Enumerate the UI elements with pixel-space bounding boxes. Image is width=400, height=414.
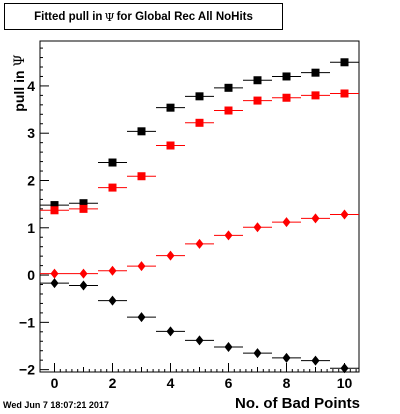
data-point-square — [282, 72, 291, 81]
data-point-square — [50, 201, 59, 210]
timestamp: Wed Jun 7 18:07:21 2017 — [3, 400, 109, 410]
x-tick-label: 6 — [225, 375, 233, 391]
data-point-square — [253, 76, 262, 85]
data-point-diamond — [79, 280, 88, 291]
chart-title-prefix: Fitted pull in — [34, 10, 103, 23]
data-point-square — [195, 118, 204, 127]
x-tick-label: 2 — [109, 375, 117, 391]
x-tick-label: 0 — [51, 375, 59, 391]
data-point-diamond — [137, 261, 146, 272]
y-tick-label: 0 — [27, 267, 35, 283]
y-tick-label: −1 — [19, 314, 35, 330]
y-tick-label: 4 — [27, 78, 35, 94]
plot-frame — [39, 40, 360, 373]
data-point-diamond — [195, 335, 204, 346]
data-point-square — [137, 127, 146, 136]
data-point-square — [253, 96, 262, 105]
data-point-diamond — [166, 250, 175, 261]
data-point-square — [79, 204, 88, 213]
data-point-square — [224, 106, 233, 115]
data-point-diamond — [311, 355, 320, 366]
data-point-square — [79, 199, 88, 208]
data-point-square — [195, 92, 204, 101]
data-point-diamond — [166, 326, 175, 337]
x-axis-label: No. of Bad Points — [235, 395, 360, 412]
data-point-square — [108, 158, 117, 167]
data-point-diamond — [340, 363, 349, 374]
y-tick-label: 1 — [27, 220, 35, 236]
y-tick-label: 3 — [27, 125, 35, 141]
data-point-square — [166, 141, 175, 150]
y-tick-label: 2 — [27, 172, 35, 188]
data-point-square — [166, 103, 175, 112]
data-point-square — [311, 91, 320, 100]
data-point-diamond — [311, 213, 320, 224]
data-point-diamond — [340, 209, 349, 220]
data-point-square — [340, 89, 349, 98]
x-tick-label: 8 — [283, 375, 291, 391]
data-point-square — [50, 206, 59, 215]
data-point-diamond — [195, 238, 204, 249]
chart-title-symbol: Ψ — [104, 9, 115, 24]
y-axis-label-text: pull in — [11, 70, 27, 112]
data-point-diamond — [282, 352, 291, 363]
x-tick-label: 4 — [167, 375, 175, 391]
data-point-diamond — [79, 268, 88, 279]
data-point-diamond — [50, 278, 59, 289]
data-point-square — [340, 58, 349, 67]
y-tick-label: −2 — [19, 362, 35, 378]
data-point-square — [282, 93, 291, 102]
data-point-diamond — [282, 217, 291, 228]
data-point-diamond — [253, 222, 262, 233]
y-axis-label-symbol: Ψ — [12, 54, 28, 67]
chart-title-suffix: for Global Rec All NoHits — [116, 10, 253, 23]
chart-title: Fitted pull in Ψ for Global Rec All NoHi… — [4, 3, 283, 30]
data-point-diamond — [137, 312, 146, 323]
data-point-square — [224, 83, 233, 92]
data-point-diamond — [224, 230, 233, 241]
x-tick-label: 10 — [337, 375, 353, 391]
data-point-diamond — [108, 265, 117, 276]
data-point-square — [311, 68, 320, 77]
data-point-square — [137, 172, 146, 181]
data-point-square — [108, 183, 117, 192]
data-point-diamond — [50, 268, 59, 279]
y-axis-label: pull in Ψ — [11, 53, 28, 113]
data-point-diamond — [108, 295, 117, 306]
data-point-diamond — [224, 341, 233, 352]
data-point-diamond — [253, 348, 262, 359]
